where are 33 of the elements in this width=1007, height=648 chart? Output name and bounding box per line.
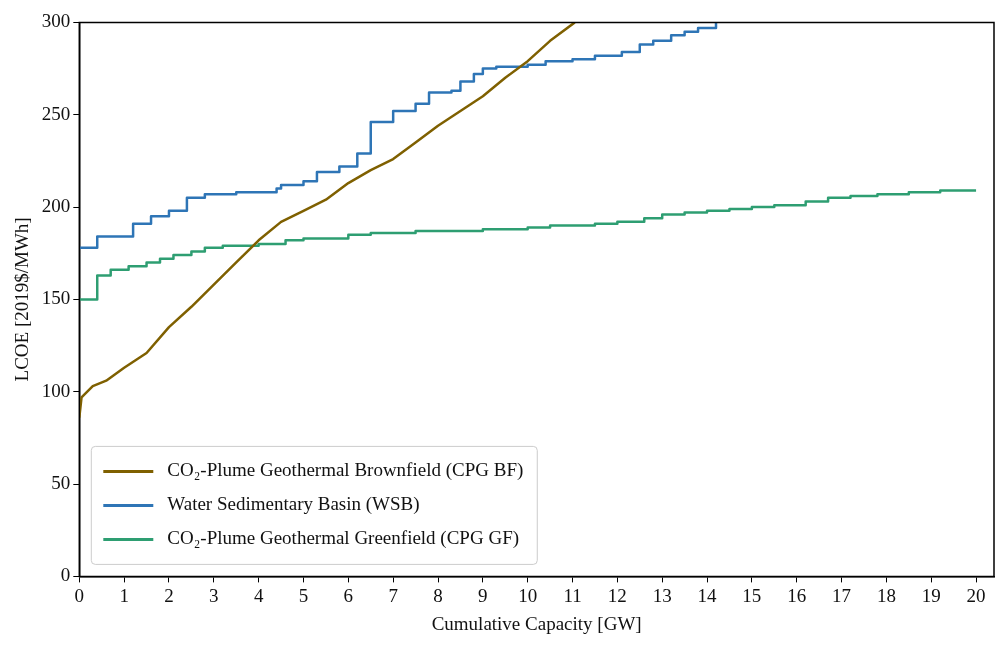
- x-tick-label: 5: [298, 584, 309, 606]
- x-tick-label: 6: [343, 584, 354, 606]
- x-tick-label: 12: [607, 584, 627, 606]
- y-tick-label: 50: [51, 472, 71, 494]
- x-tick-label: 2: [164, 584, 174, 606]
- y-tick-label: 300: [41, 10, 71, 32]
- y-axis-title: LCOE [2019$/MWh]: [11, 217, 33, 382]
- x-tick-label: 15: [742, 584, 762, 606]
- x-tick-label: 8: [433, 584, 443, 606]
- x-tick-label: 7: [388, 584, 398, 606]
- x-axis-title: Cumulative Capacity [GW]: [431, 612, 642, 634]
- x-tick-label: 18: [876, 584, 896, 606]
- x-tick-label: 1: [119, 584, 129, 606]
- legend-label: Water Sedimentary Basin (WSB): [167, 493, 420, 516]
- y-tick-label: 150: [41, 287, 71, 309]
- x-tick-label: 3: [209, 584, 219, 606]
- x-tick-label: 10: [518, 584, 538, 606]
- x-tick-label: 16: [787, 584, 807, 606]
- y-tick-label: 0: [60, 564, 71, 586]
- x-tick-label: 14: [697, 584, 718, 606]
- y-tick-label: 250: [41, 102, 71, 124]
- x-tick-label: 19: [921, 584, 941, 606]
- x-tick-label: 13: [652, 584, 672, 606]
- y-tick-label: 100: [41, 379, 71, 401]
- x-tick-label: 4: [253, 584, 264, 606]
- legend-label: CO₂-Plume Geothermal Greenfield (CPG GF): [167, 527, 520, 550]
- x-tick-label: 11: [563, 584, 582, 606]
- legend-label: CO₂-Plume Geothermal Brownfield (CPG BF): [167, 459, 524, 482]
- x-tick-label: 9: [478, 584, 488, 606]
- y-tick-label: 200: [41, 195, 71, 217]
- x-tick-label: 0: [74, 584, 85, 606]
- x-tick-label: 17: [832, 584, 852, 606]
- x-tick-label: 20: [966, 584, 986, 606]
